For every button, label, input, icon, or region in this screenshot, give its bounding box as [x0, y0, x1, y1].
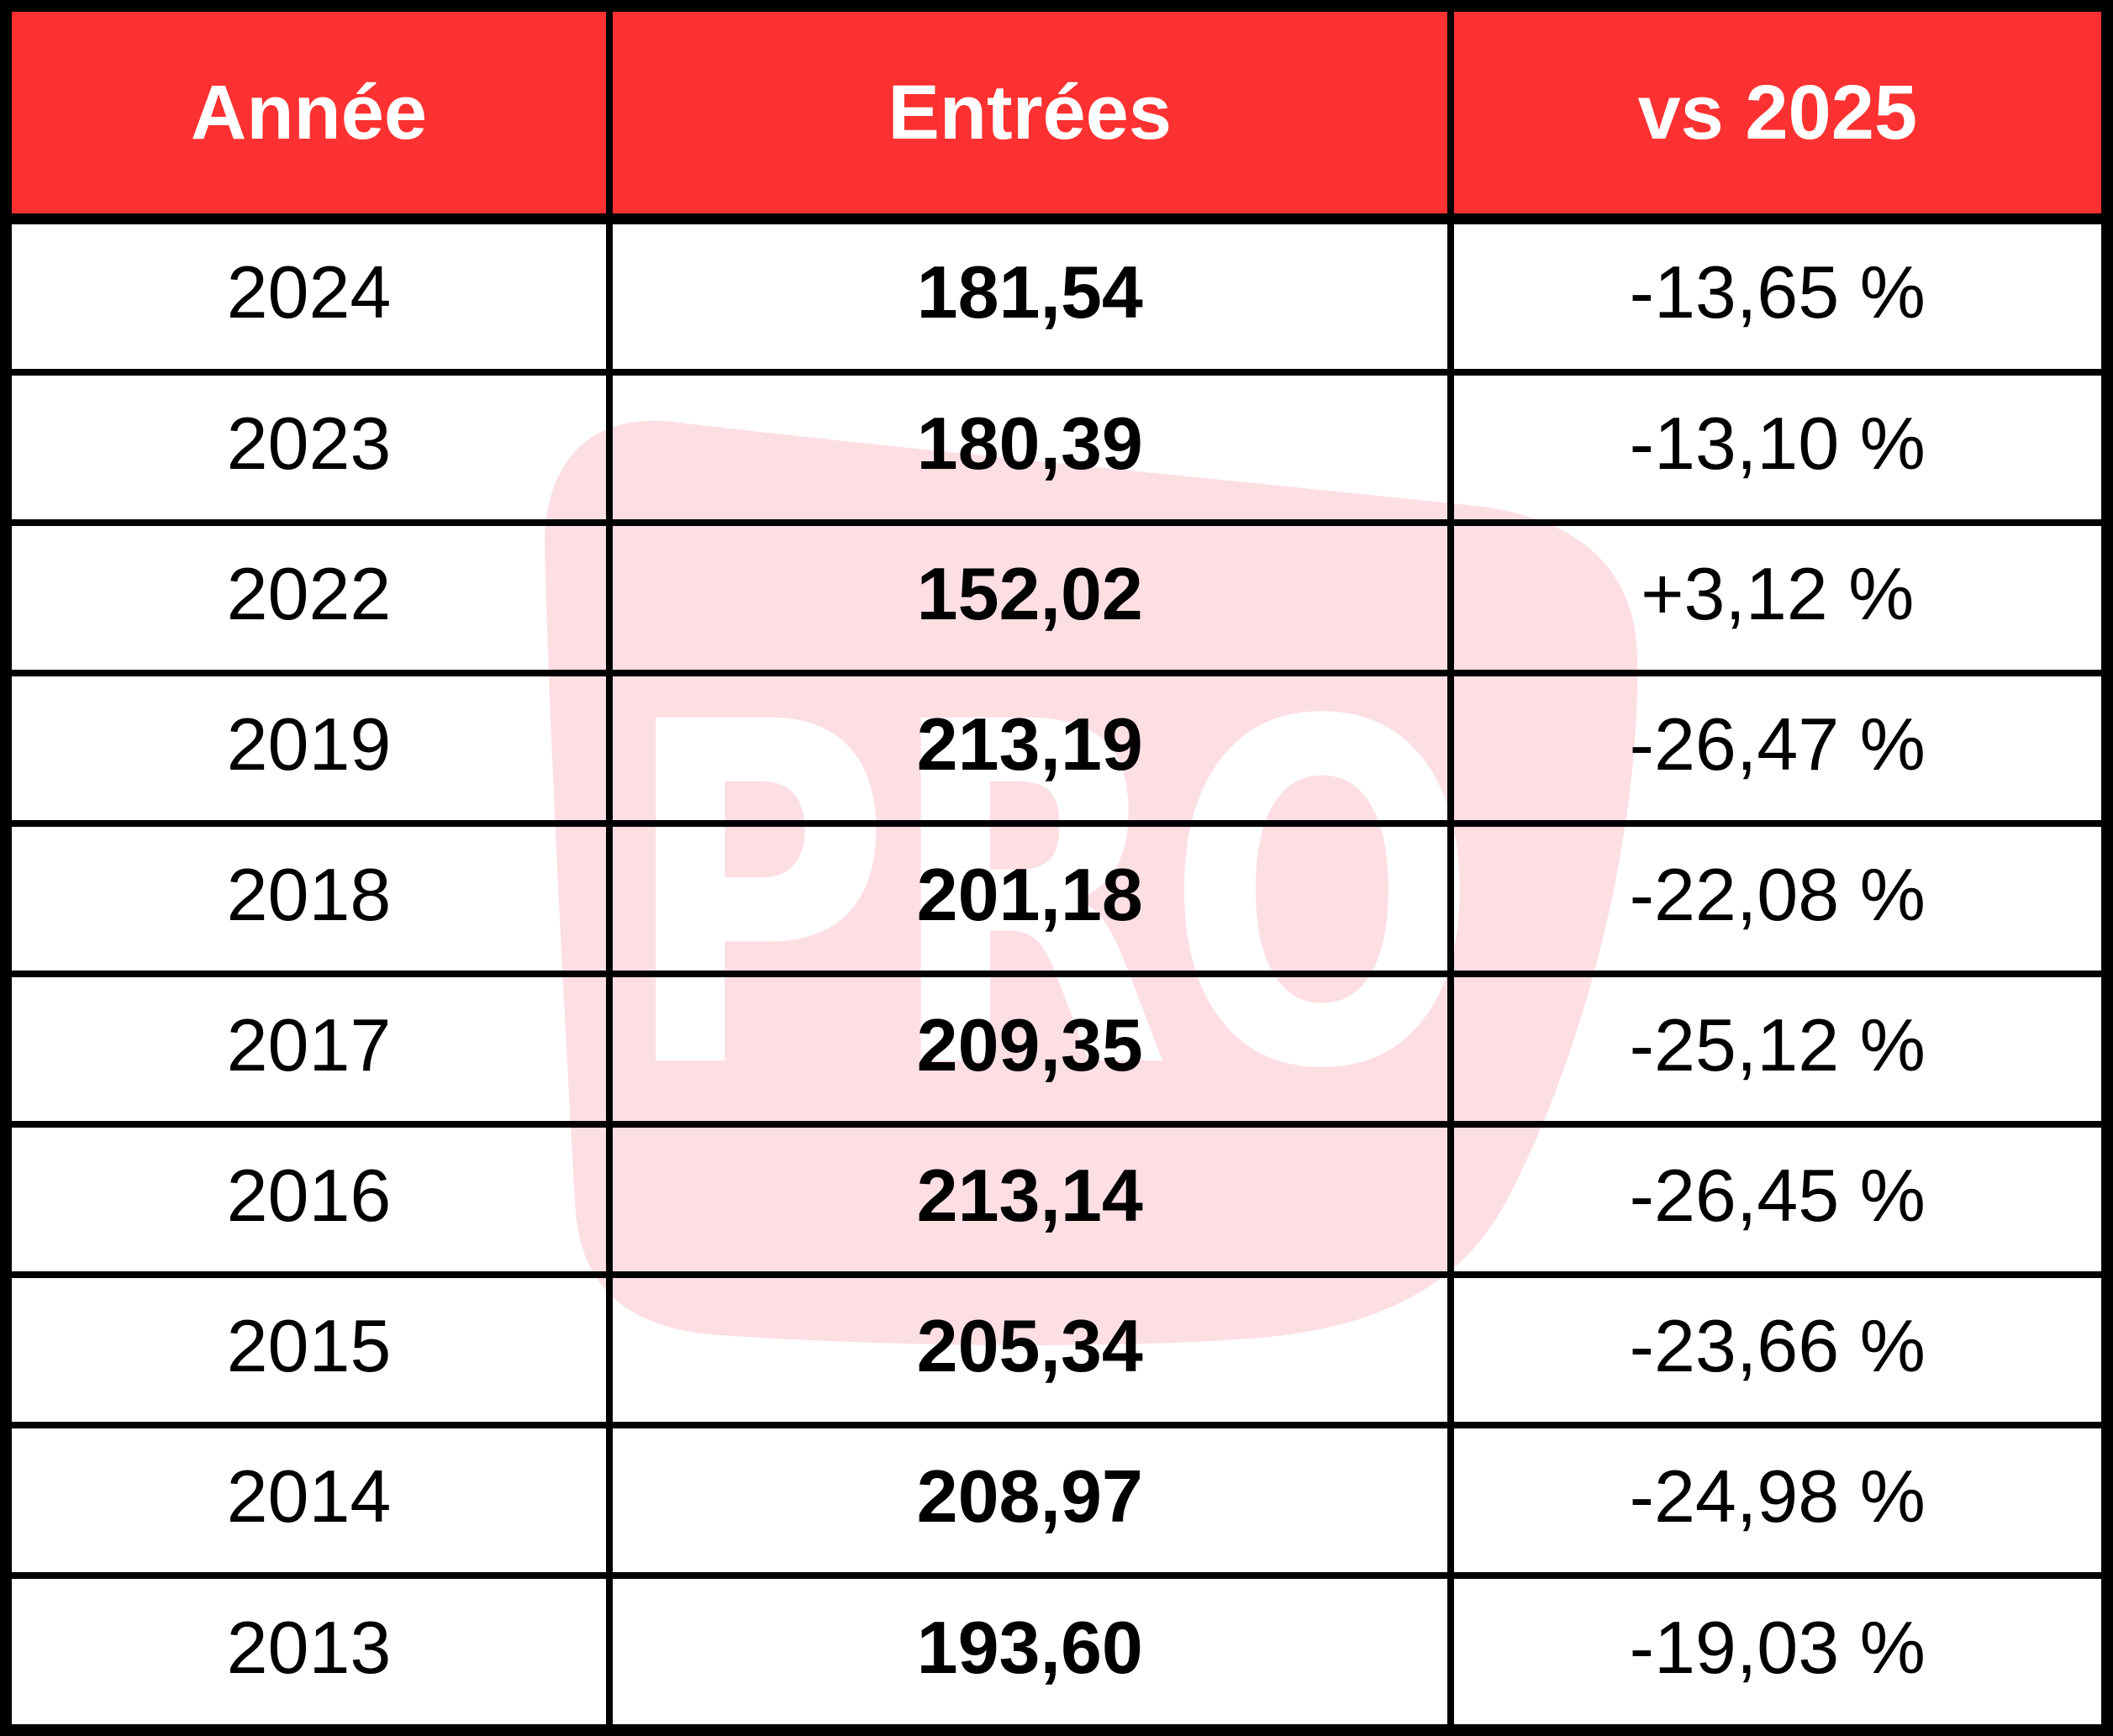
entries-cell: 213,14	[606, 1121, 1454, 1279]
year-cell: 2024	[3, 215, 613, 376]
vs-cell: +3,12 %	[1446, 519, 2110, 677]
vs-cell: -23,66 %	[1446, 1271, 2110, 1429]
vs-cell: -22,08 %	[1446, 820, 2110, 978]
year-cell: 2018	[3, 820, 613, 978]
vs-cell: -19,03 %	[1446, 1572, 2110, 1733]
header-row: Année Entrées vs 2025	[3, 3, 2110, 224]
table-row-2018: 2018 201,18 -22,08 %	[3, 820, 2110, 978]
entries-cell: 201,18	[606, 820, 1454, 978]
table-row-2013: 2013 193,60 -19,03 %	[3, 1572, 2110, 1733]
year-cell: 2023	[3, 369, 613, 527]
table-row-2016: 2016 213,14 -26,45 %	[3, 1121, 2110, 1279]
vs-cell: -26,47 %	[1446, 670, 2110, 828]
col-header-annee: Année	[3, 3, 613, 224]
col-header-entrees: Entrées	[606, 3, 1454, 224]
vs-cell: -13,65 %	[1446, 215, 2110, 376]
entries-cell: 209,35	[606, 971, 1454, 1128]
table-row-2017: 2017 209,35 -25,12 %	[3, 971, 2110, 1128]
entries-cell: 152,02	[606, 519, 1454, 677]
entries-cell: 205,34	[606, 1271, 1454, 1429]
year-cell: 2022	[3, 519, 613, 677]
col-header-vs-2025: vs 2025	[1446, 3, 2110, 224]
vs-cell: -24,98 %	[1446, 1422, 2110, 1580]
year-cell: 2014	[3, 1422, 613, 1580]
year-cell: 2013	[3, 1572, 613, 1733]
year-cell: 2016	[3, 1121, 613, 1279]
year-cell: 2017	[3, 971, 613, 1128]
vs-cell: -25,12 %	[1446, 971, 2110, 1128]
entries-cell: 180,39	[606, 369, 1454, 527]
table-row-2014: 2014 208,97 -24,98 %	[3, 1422, 2110, 1580]
entries-cell: 213,19	[606, 670, 1454, 828]
vs-cell: -26,45 %	[1446, 1121, 2110, 1279]
table-body: 2024 181,54 -13,65 % 2023 180,39 -13,10 …	[3, 215, 2110, 1733]
entries-cell: 193,60	[606, 1572, 1454, 1733]
vs-cell: -13,10 %	[1446, 369, 2110, 527]
entries-cell: 208,97	[606, 1422, 1454, 1580]
year-cell: 2015	[3, 1271, 613, 1429]
table-row-2022: 2022 152,02 +3,12 %	[3, 519, 2110, 677]
table-row-2024: 2024 181,54 -13,65 %	[3, 215, 2110, 376]
table-row-2023: 2023 180,39 -13,10 %	[3, 369, 2110, 527]
entries-cell: 181,54	[606, 215, 1454, 376]
table-row-2019: 2019 213,19 -26,47 %	[3, 670, 2110, 828]
table-header: Année Entrées vs 2025	[3, 3, 2110, 224]
year-cell: 2019	[3, 670, 613, 828]
table-row-2015: 2015 205,34 -23,66 %	[3, 1271, 2110, 1429]
